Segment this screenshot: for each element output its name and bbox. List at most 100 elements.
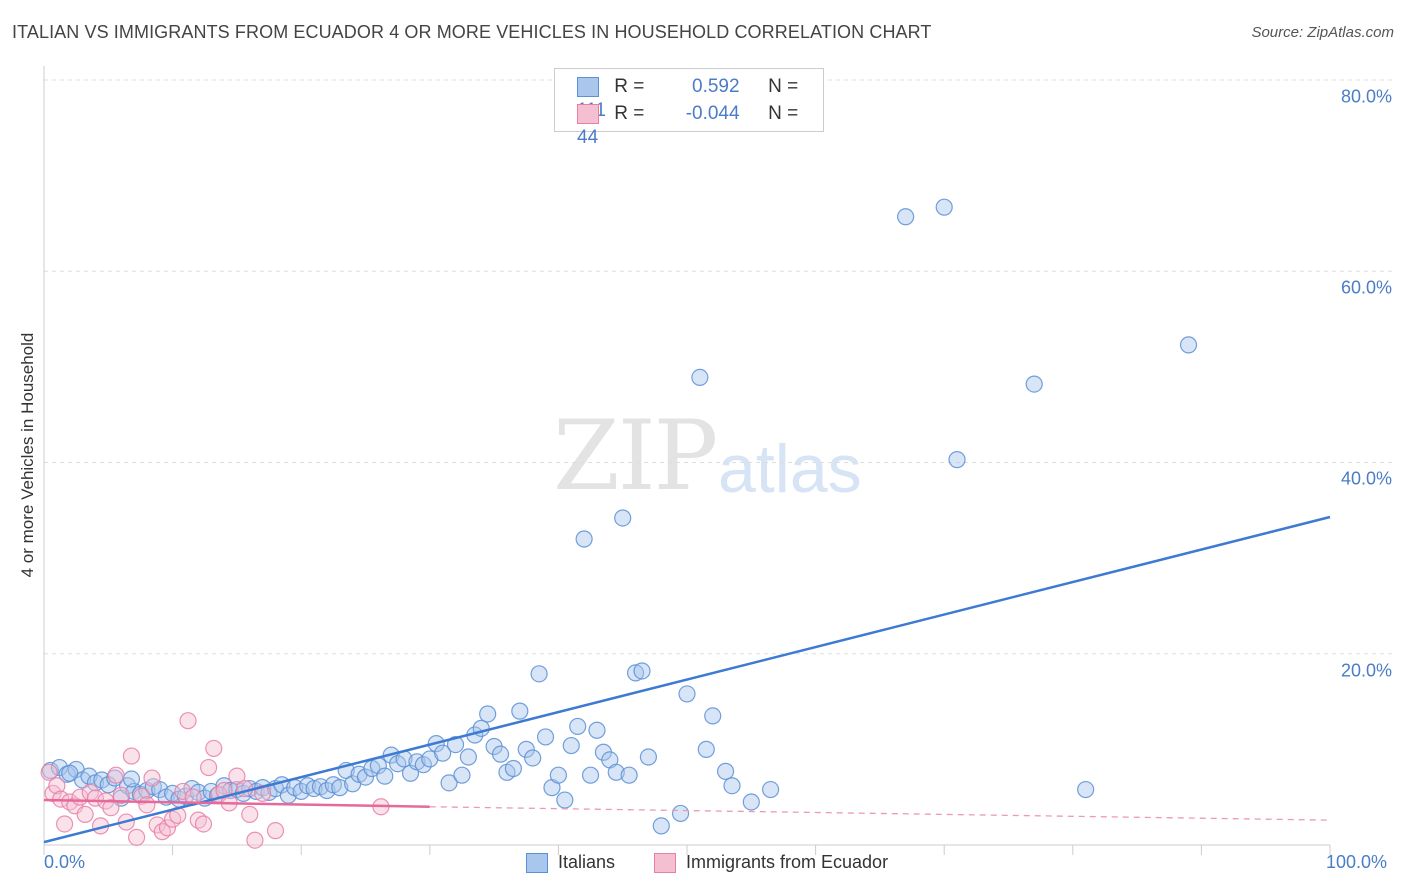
- ecuador-point-13: [102, 799, 120, 817]
- legend-label-ecuador: Immigrants from Ecuador: [686, 852, 889, 872]
- italians-point-94: [671, 804, 690, 823]
- legend-label-italians: Italians: [558, 852, 616, 872]
- italians-point-89: [620, 766, 638, 784]
- italians-point-62: [446, 735, 465, 754]
- italians-point-91: [633, 662, 651, 680]
- italians-trend-line: [43, 515, 1331, 844]
- ecuador-point-19: [133, 787, 151, 805]
- italians-point-81: [569, 717, 587, 736]
- italians-point-92: [639, 748, 658, 766]
- ecuador-point-38: [236, 779, 254, 798]
- italians-point-67: [479, 705, 497, 723]
- y-tick-label-20: 20.0%: [1340, 660, 1392, 681]
- italians-point-90: [626, 664, 645, 682]
- italians-point-48: [356, 768, 375, 786]
- italians-point-60: [434, 744, 452, 762]
- italians-point-106: [1025, 375, 1043, 393]
- italians-point-93: [652, 817, 670, 835]
- y-axis-label: 4 or more Vehicles in Household: [18, 332, 37, 578]
- chart-title: ITALIAN VS IMMIGRANTS FROM ECUADOR 4 OR …: [12, 22, 932, 42]
- ecuador-point-15: [112, 786, 130, 804]
- legend-n-value-ecuador: 44: [577, 127, 599, 148]
- italians-point-101: [742, 793, 760, 811]
- italians-point-71: [504, 759, 522, 778]
- legend-r-label: R =: [614, 76, 645, 97]
- legend-n-label: N =: [768, 103, 799, 124]
- ecuador-point-24: [158, 819, 177, 837]
- ecuador-point-2: [48, 777, 66, 795]
- italians-point-72: [511, 702, 529, 720]
- italians-point-87: [607, 763, 625, 781]
- italians-point-80: [562, 736, 580, 755]
- italians-point-76: [536, 728, 555, 746]
- ecuador-trend-line-dashed: [429, 806, 1331, 821]
- ecuador-point-42: [266, 822, 285, 840]
- italians-point-104: [935, 198, 953, 216]
- ecuador-point-18: [127, 828, 146, 846]
- ecuador-point-41: [254, 784, 272, 802]
- italians-point-108: [1179, 336, 1198, 354]
- legend-row-ecuador: R = -0.044 N = 44: [577, 102, 823, 148]
- ecuador-point-39: [241, 805, 259, 824]
- ecuador-point-32: [200, 758, 218, 777]
- legend-item-italians: Italians: [526, 852, 616, 874]
- italians-point-88: [614, 509, 632, 527]
- italians-point-102: [761, 780, 780, 799]
- ecuador-point-33: [205, 739, 223, 758]
- italians-point-103: [897, 208, 915, 226]
- italians-point-82: [575, 530, 593, 548]
- legend-row-italians: R = 0.592 N = 111: [577, 75, 823, 121]
- italians-point-84: [588, 721, 606, 739]
- legend-r-value-ecuador: -0.044: [685, 103, 740, 124]
- ecuador-legend-swatch: [654, 853, 676, 874]
- italians-swatch: [577, 76, 599, 97]
- italians-point-63: [453, 766, 471, 784]
- ecuador-point-4: [55, 815, 74, 833]
- ecuador-point-21: [143, 769, 161, 787]
- italians-point-57: [414, 756, 432, 774]
- watermark-zip: ZIP: [553, 400, 718, 512]
- ecuador-point-17: [122, 747, 141, 765]
- italians-point-79: [556, 791, 574, 809]
- ecuador-point-37: [228, 767, 246, 785]
- italians-point-78: [549, 766, 568, 784]
- ecuador-point-0: [40, 763, 58, 781]
- x-tick-label-100: 100.0%: [1326, 852, 1388, 872]
- ecuador-point-14: [107, 766, 125, 784]
- italians-point-40: [305, 779, 323, 798]
- italians-point-107: [1077, 780, 1095, 799]
- italians-point-95: [678, 685, 696, 703]
- legend-item-ecuador: Immigrants from Ecuador: [654, 852, 889, 874]
- legend-r-value-italians: 0.592: [692, 76, 740, 97]
- italians-point-9: [106, 769, 124, 787]
- italians-point-38: [292, 782, 310, 801]
- italians-legend-swatch: [526, 853, 548, 874]
- italians-point-74: [524, 749, 542, 767]
- italians-point-99: [716, 762, 735, 780]
- italians-point-51: [376, 767, 394, 785]
- chart-source: Source: ZipAtlas.com: [1251, 24, 1394, 41]
- italians-point-42: [318, 781, 336, 800]
- italians-point-64: [459, 748, 477, 766]
- ecuador-point-40: [246, 831, 264, 849]
- italians-point-75: [530, 665, 548, 683]
- italians-point-110: [122, 770, 141, 788]
- ecuador-trend-line: [43, 798, 430, 808]
- ecuador-swatch: [577, 103, 599, 124]
- y-tick-label-60: 60.0%: [1340, 277, 1392, 298]
- ecuador-point-31: [194, 815, 213, 833]
- ecuador-point-28: [179, 712, 197, 730]
- italians-point-61: [440, 774, 458, 792]
- correlation-legend: R = 0.592 N = 111 R = -0.044 N = 44: [554, 68, 824, 148]
- italians-point-97: [697, 740, 715, 758]
- legend-r-label: R =: [614, 103, 645, 124]
- ecuador-point-27: [174, 782, 192, 801]
- italians-point-96: [691, 368, 709, 386]
- italians-point-105: [948, 451, 966, 469]
- italians-point-69: [491, 745, 510, 763]
- legend-n-label: N =: [768, 76, 799, 97]
- x-tick-label-0: 0.0%: [44, 852, 86, 872]
- italians-point-44: [331, 779, 349, 797]
- italians-point-98: [704, 707, 722, 725]
